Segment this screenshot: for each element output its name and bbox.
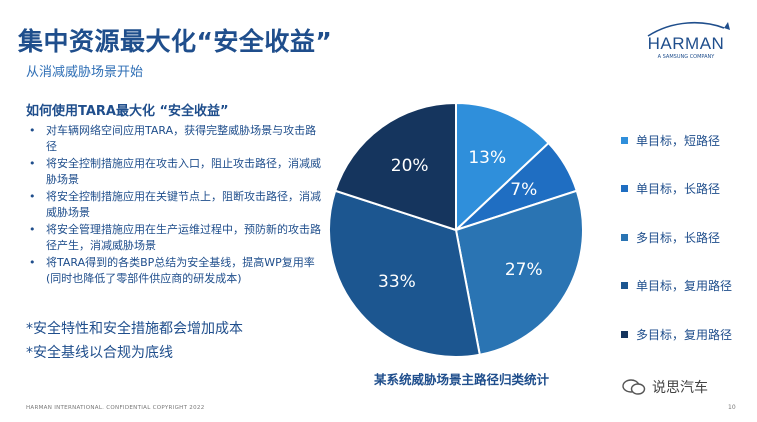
- legend-label: 单目标，短路径: [636, 133, 721, 148]
- logo-tagline: A SAMSUNG COMPANY: [657, 54, 715, 60]
- wechat-icon: [622, 379, 646, 395]
- section-heading: 如何使用TARA最大化 “安全收益”: [26, 104, 229, 119]
- watermark-text: 说思汽车: [652, 380, 708, 396]
- legend-label: 单目标，长路径: [636, 182, 721, 197]
- pie-chart-svg: [328, 101, 584, 358]
- legend-label: 多目标，复用路径: [636, 327, 733, 342]
- legend-label: 单目标，复用路径: [636, 279, 733, 294]
- legend-swatch: [621, 185, 628, 193]
- legend-swatch: [621, 233, 628, 241]
- bullet-item: • 将安全管理措施应用在生产运维过程中，预防新的攻击路径产生，消减威胁场景: [26, 222, 326, 253]
- pie-slice-label: 13%: [468, 147, 507, 168]
- pie-chart: 13% 7% 27% 33% 20%: [326, 100, 586, 360]
- bullet-item: • 将安全控制措施应用在攻击入口，阻止攻击路径，消减威胁场景: [26, 156, 326, 187]
- pie-slice-label: 20%: [390, 156, 429, 177]
- chart-title: 某系统威胁场景主路径归类统计: [374, 372, 550, 387]
- pie-slice-label: 27%: [504, 260, 543, 281]
- bullet-dot-icon: •: [29, 223, 36, 236]
- pie-slice: [328, 189, 481, 358]
- harman-logo: HARMAN A SAMSUNG COMPANY: [628, 18, 744, 68]
- chart-legend: 单目标，短路径 单目标，长路径 多目标，长路径 单目标，复用路径 多目标，复用路…: [621, 116, 732, 359]
- slide-subtitle: 从消减威胁场景开始: [26, 65, 144, 80]
- legend-item: 多目标，长路径: [621, 213, 732, 262]
- bullet-text: 对车辆网络空间应用TARA，获得完整威胁场景与攻击路径: [46, 124, 317, 153]
- logo-swoosh-icon: [647, 21, 730, 37]
- logo-name: HARMAN: [647, 34, 725, 53]
- pie-slice: [454, 189, 584, 356]
- pie-slice-label: 33%: [378, 272, 416, 293]
- pie-slice-label: 7%: [510, 179, 538, 200]
- bullet-text: 将安全控制措施应用在攻击入口，阻止攻击路径，消减威胁场景: [46, 157, 321, 186]
- legend-item: 单目标，复用路径: [621, 262, 732, 311]
- footer-copyright: HARMAN INTERNATIONAL. CONFIDENTIAL COPYR…: [26, 405, 205, 411]
- bullet-item: • 将TARA得到的各类BP总结为安全基线，提高WP复用率(同时也降低了零部件供应…: [26, 255, 326, 286]
- legend-swatch: [621, 136, 628, 144]
- legend-item: 单目标，短路径: [621, 116, 732, 165]
- bullet-list: • 对车辆网络空间应用TARA，获得完整威胁场景与攻击路径 • 将安全控制措施应用在…: [26, 123, 326, 288]
- legend-item: 多目标，复用路径: [621, 310, 732, 359]
- bullet-dot-icon: •: [29, 190, 36, 203]
- bullet-dot-icon: •: [29, 256, 36, 269]
- watermark: 说思汽车: [622, 377, 708, 397]
- bullet-dot-icon: •: [29, 124, 36, 137]
- bullet-item: • 将安全控制措施应用在关键节点上，阻断攻击路径，消减威胁场景: [26, 189, 326, 220]
- bullet-text: 将安全控制措施应用在关键节点上，阻断攻击路径，消减威胁场景: [46, 190, 321, 219]
- slide-title: 集中资源最大化“安全收益”: [18, 27, 333, 56]
- page-number: 10: [728, 404, 736, 411]
- legend-label: 多目标，长路径: [636, 230, 721, 245]
- bullet-text: 将TARA得到的各类BP总结为安全基线，提高WP复用率(同时也降低了零部件供应商…: [46, 256, 315, 285]
- pie-slice: [455, 101, 550, 233]
- bullet-item: • 对车辆网络空间应用TARA，获得完整威胁场景与攻击路径: [26, 123, 326, 154]
- note-baseline: *安全基线以合规为底线: [26, 345, 173, 361]
- bullet-dot-icon: •: [29, 157, 36, 170]
- legend-swatch: [621, 330, 628, 338]
- bullet-text: 将安全管理措施应用在生产运维过程中，预防新的攻击路径产生，消减威胁场景: [46, 223, 321, 252]
- note-cost: *安全特性和安全措施都会增加成本: [26, 321, 243, 337]
- legend-item: 单目标，长路径: [621, 165, 732, 214]
- pie-slice: [333, 101, 457, 232]
- legend-swatch: [621, 282, 628, 290]
